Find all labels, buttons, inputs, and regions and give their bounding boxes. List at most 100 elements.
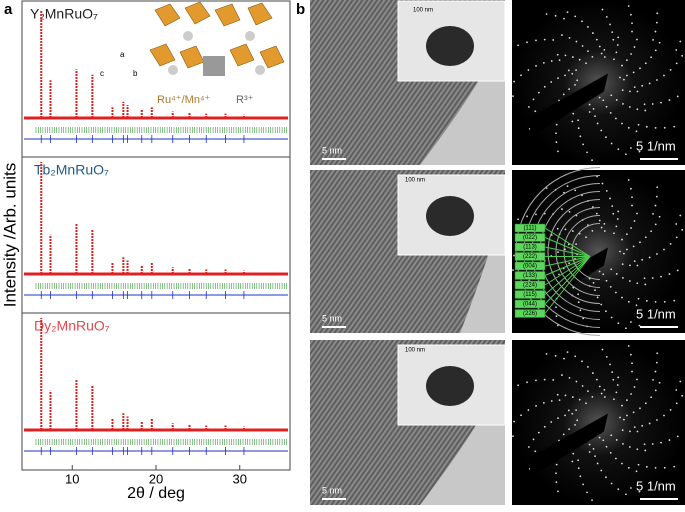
spot [609,286,612,288]
spot [631,22,633,25]
scale-label: 5 nm [322,145,342,155]
spot [612,38,615,41]
spot [594,115,596,118]
x-tick-label: 30 [233,471,247,486]
spot [600,226,603,229]
spot [643,277,646,280]
spot [637,123,640,126]
spot [669,409,672,411]
spot [587,366,589,368]
spot [654,389,657,392]
scale-label: 5 1/nm [636,478,676,493]
spot [681,394,684,397]
vacuum [420,360,505,505]
spot [611,31,614,34]
spot [663,248,665,251]
spot [602,99,605,102]
spot [675,223,678,225]
spot [636,212,638,215]
spot [625,493,627,496]
spot [636,282,639,285]
spot [617,36,620,39]
spot [575,380,578,383]
spot [526,215,528,218]
spot [591,55,594,58]
spot [617,376,620,379]
spot [623,78,625,81]
spot [631,362,633,365]
spot [552,379,555,381]
spot [591,159,593,162]
spot [543,425,546,428]
spot [557,77,559,80]
spot [576,419,579,422]
spot [630,353,632,356]
spot [654,300,657,303]
spot [639,241,641,244]
spot [654,126,657,129]
spot [556,227,559,230]
ring-label: (111) [523,226,536,232]
spot [663,300,666,303]
spot [554,354,557,357]
spot [636,378,638,381]
spot [574,355,577,358]
spot [622,103,624,105]
spot [513,254,515,257]
spot [652,379,654,381]
structure [148,1,288,88]
spot [555,123,558,126]
spot [609,197,611,200]
spot [579,135,582,138]
spot [566,11,569,14]
spot [644,109,647,112]
spot [655,361,658,364]
spot [639,67,641,70]
spot [636,108,639,111]
spot [625,399,628,402]
spot [513,420,515,423]
spot [668,439,671,441]
spot [641,258,644,261]
spot [633,426,636,429]
spot [658,41,661,44]
spot [605,310,607,313]
vacuum [420,20,505,165]
spot [615,439,618,441]
spot [614,117,617,120]
spot [656,79,658,81]
spot [615,51,618,54]
spot [681,228,684,231]
spot [594,455,596,458]
spot [627,300,630,303]
spot [537,91,540,94]
spot [591,499,593,502]
spot [633,260,636,263]
spot [630,13,632,16]
spot [656,253,658,255]
spot [563,357,565,360]
spot [595,38,598,41]
ring-box [514,261,546,271]
spot [527,106,530,108]
beam-stop [530,247,608,312]
spot [575,40,578,43]
spot [558,59,561,62]
spot [568,88,571,91]
spot [603,48,606,51]
spot [558,399,561,402]
spot [561,208,563,210]
spot [571,460,574,463]
spot [512,435,514,438]
spot [532,98,535,101]
spot [610,94,613,97]
spot [574,423,576,426]
ring-leader [544,246,591,257]
spot [660,441,662,444]
spot [581,194,583,197]
spot [614,291,617,294]
spot [632,245,635,248]
particle [426,196,474,236]
ring [523,175,601,328]
ring-label: (004) [523,264,537,270]
